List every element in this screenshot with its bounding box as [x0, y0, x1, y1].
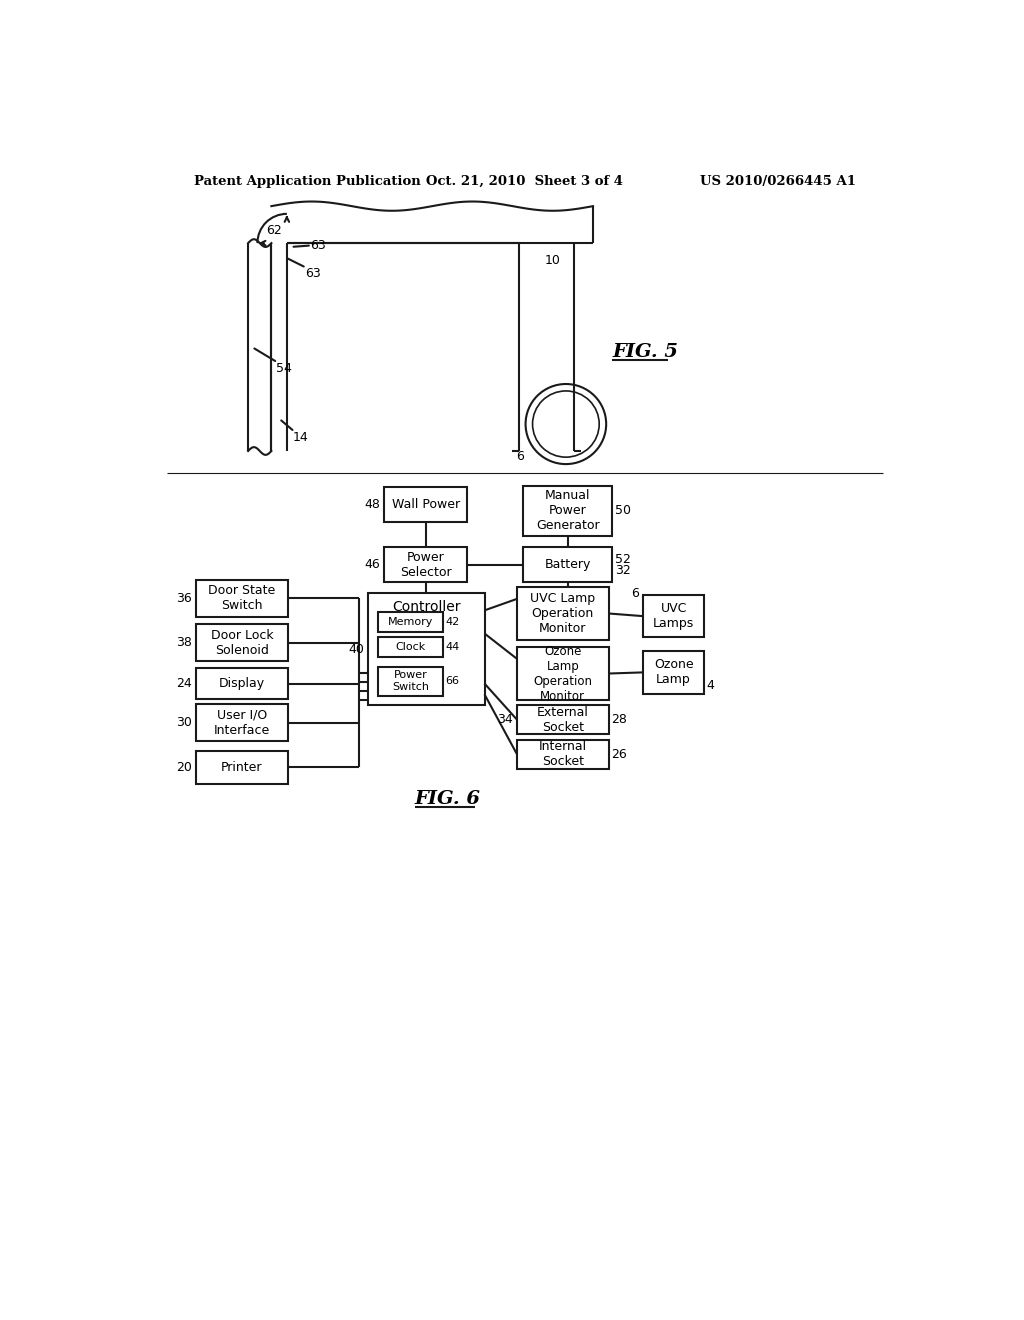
Text: 4: 4	[707, 680, 714, 693]
Text: 6: 6	[516, 450, 524, 463]
Text: Clock: Clock	[395, 643, 426, 652]
Text: 52: 52	[614, 553, 631, 566]
Text: External
Socket: External Socket	[537, 706, 589, 734]
Text: 40: 40	[348, 643, 365, 656]
Text: 14: 14	[293, 432, 309, 445]
Text: 6: 6	[632, 587, 640, 601]
FancyBboxPatch shape	[197, 705, 288, 742]
Text: 44: 44	[445, 643, 459, 652]
FancyBboxPatch shape	[517, 587, 608, 640]
Text: Door State
Switch: Door State Switch	[208, 583, 275, 612]
FancyBboxPatch shape	[643, 651, 703, 693]
Text: User I/O
Interface: User I/O Interface	[214, 709, 270, 737]
FancyBboxPatch shape	[369, 594, 484, 705]
Text: Battery: Battery	[545, 558, 591, 572]
Text: 42: 42	[445, 616, 459, 627]
Text: Display: Display	[219, 677, 265, 690]
Text: US 2010/0266445 A1: US 2010/0266445 A1	[700, 176, 856, 187]
FancyBboxPatch shape	[378, 612, 443, 632]
Text: 63: 63	[305, 268, 321, 280]
Text: Manual
Power
Generator: Manual Power Generator	[536, 490, 600, 532]
Text: 32: 32	[614, 564, 631, 577]
Text: 63: 63	[310, 239, 326, 252]
FancyBboxPatch shape	[197, 624, 288, 661]
Text: Power
Switch: Power Switch	[392, 671, 429, 692]
Text: 34: 34	[498, 713, 513, 726]
Text: 10: 10	[544, 253, 560, 267]
Text: 62: 62	[266, 224, 283, 238]
FancyBboxPatch shape	[517, 705, 608, 734]
FancyBboxPatch shape	[517, 739, 608, 770]
FancyBboxPatch shape	[523, 548, 612, 582]
Text: 26: 26	[611, 748, 627, 760]
FancyBboxPatch shape	[197, 579, 288, 616]
Text: Ozone
Lamp: Ozone Lamp	[653, 659, 693, 686]
Text: Patent Application Publication: Patent Application Publication	[194, 176, 421, 187]
Text: Memory: Memory	[388, 616, 433, 627]
Text: Wall Power: Wall Power	[391, 498, 460, 511]
FancyBboxPatch shape	[378, 638, 443, 657]
FancyBboxPatch shape	[384, 487, 467, 521]
Text: 54: 54	[276, 362, 292, 375]
Text: Power
Selector: Power Selector	[399, 550, 452, 578]
Text: FIG. 6: FIG. 6	[415, 791, 480, 808]
Text: 50: 50	[614, 504, 631, 517]
Text: 24: 24	[176, 677, 193, 690]
Text: Internal
Socket: Internal Socket	[539, 741, 587, 768]
Text: 36: 36	[176, 591, 193, 605]
Text: Ozone
Lamp
Operation
Monitor: Ozone Lamp Operation Monitor	[534, 644, 592, 702]
Text: Controller: Controller	[392, 601, 461, 614]
FancyBboxPatch shape	[378, 667, 443, 696]
Text: Oct. 21, 2010  Sheet 3 of 4: Oct. 21, 2010 Sheet 3 of 4	[426, 176, 624, 187]
FancyBboxPatch shape	[384, 548, 467, 582]
Text: 48: 48	[364, 498, 380, 511]
FancyBboxPatch shape	[643, 595, 703, 638]
Text: 28: 28	[611, 713, 627, 726]
FancyBboxPatch shape	[517, 647, 608, 700]
Text: 66: 66	[445, 676, 459, 686]
Text: UVC Lamp
Operation
Monitor: UVC Lamp Operation Monitor	[530, 591, 595, 635]
Text: 20: 20	[176, 760, 193, 774]
Text: Door Lock
Solenoid: Door Lock Solenoid	[211, 628, 273, 657]
Text: 38: 38	[176, 636, 193, 649]
Text: 46: 46	[365, 558, 380, 572]
FancyBboxPatch shape	[197, 751, 288, 784]
Text: FIG. 5: FIG. 5	[612, 343, 678, 362]
Text: 30: 30	[176, 717, 193, 730]
Text: UVC
Lamps: UVC Lamps	[653, 602, 694, 630]
FancyBboxPatch shape	[197, 668, 288, 700]
Text: Printer: Printer	[221, 760, 263, 774]
FancyBboxPatch shape	[523, 486, 612, 536]
